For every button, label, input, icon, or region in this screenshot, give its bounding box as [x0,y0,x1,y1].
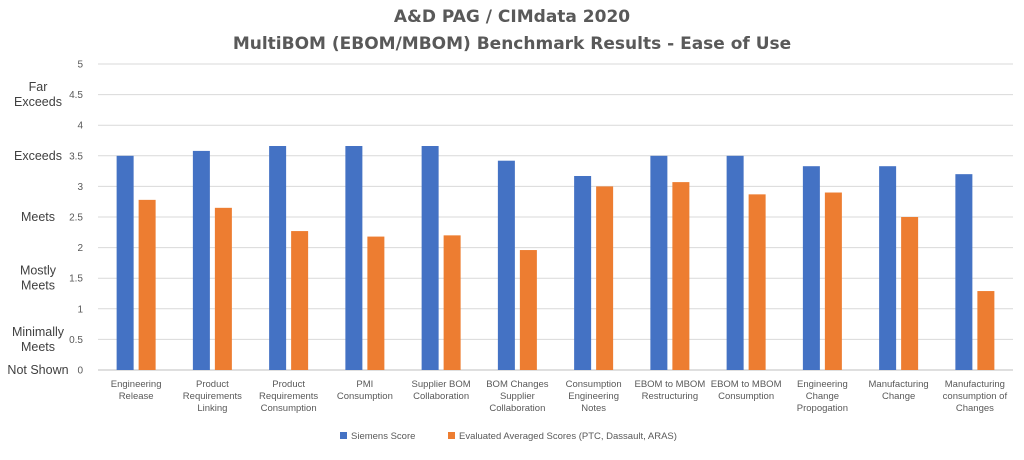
x-tick-label: Requirements [259,391,318,402]
x-tick-label: Engineering [797,379,848,390]
y-level-label: Minimally [12,325,65,339]
bar-siemens-score [955,174,973,370]
y-level-label: Exceeds [14,95,62,109]
y-level-label: Exceeds [14,149,62,163]
x-tick-label: Consumption [337,391,393,402]
legend-swatch [448,432,455,439]
y-level-label: Meets [21,279,55,293]
x-tick-label: Engineering [111,379,162,390]
bar-siemens-score [802,166,820,370]
bar-evaluated-averaged-score [519,250,537,370]
y-tick-label: 1 [77,304,83,315]
x-tick-label: Change [882,391,915,402]
category-labels: EngineeringReleaseProductRequirementsLin… [111,379,1008,414]
x-tick-label: Requirements [183,391,242,402]
bar-siemens-score [497,160,515,370]
x-tick-label: Product [272,379,305,390]
x-tick-label: Engineering [568,391,619,402]
bar-siemens-score [726,155,744,370]
bar-siemens-score [269,146,287,370]
x-tick-label: EBOM to MBOM [711,379,782,390]
x-tick-label: Collaboration [413,391,469,402]
y-tick-label: 3 [77,182,83,193]
y-tick-label: 5 [77,60,83,71]
x-tick-label: Product [196,379,229,390]
y-tick-label: 2 [77,243,83,254]
y-level-label: Not Shown [7,363,68,377]
bar-evaluated-averaged-score [977,291,995,370]
y-tick-label: 0 [77,366,83,377]
chart-subtitle: MultiBOM (EBOM/MBOM) Benchmark Results -… [233,34,791,54]
bar-evaluated-averaged-score [901,217,919,370]
y-level-labels: FarExceedsExceedsMeetsMostlyMeetsMinimal… [7,80,68,377]
x-tick-label: Consumption [718,391,774,402]
x-tick-label: consumption of [943,391,1008,402]
bar-evaluated-averaged-score [748,194,766,370]
x-tick-label: Supplier [500,391,535,402]
bar-siemens-score [116,155,134,370]
y-tick-label: 4 [77,121,83,132]
bar-evaluated-averaged-score [824,192,842,370]
legend-label: Siemens Score [351,431,415,442]
x-tick-label: Release [119,391,154,402]
x-tick-label: Changes [956,403,994,414]
legend-swatch [340,432,347,439]
y-tick-label: 2.5 [69,213,83,224]
y-level-label: Meets [21,340,55,354]
y-level-label: Far [29,80,48,94]
y-tick-label: 3.5 [69,151,83,162]
x-tick-label: Manufacturing [869,379,929,390]
legend-label: Evaluated Averaged Scores (PTC, Dassault… [459,431,677,442]
x-tick-label: Supplier BOM [412,379,471,390]
x-tick-label: Linking [197,403,227,414]
bar-evaluated-averaged-score [138,199,156,370]
bar-evaluated-averaged-score [443,235,461,370]
y-tick-label: 0.5 [69,335,83,346]
bar-evaluated-averaged-score [291,231,309,370]
x-tick-label: Consumption [566,379,622,390]
y-tick-label: 4.5 [69,90,83,101]
x-tick-label: Notes [581,403,606,414]
bar-siemens-score [650,155,668,370]
y-level-label: Meets [21,210,55,224]
bar-evaluated-averaged-score [672,182,690,370]
bar-siemens-score [345,146,363,370]
bar-siemens-score [421,146,439,370]
chart-title: A&D PAG / CIMdata 2020 [394,7,630,27]
x-tick-label: Restructuring [642,391,699,402]
x-tick-label: Propogation [797,403,848,414]
bar-siemens-score [879,166,897,370]
x-tick-label: Consumption [261,403,317,414]
legend: Siemens Score Evaluated Averaged Scores (… [340,431,677,442]
bar-evaluated-averaged-score [367,236,385,370]
gridlines [98,63,1013,371]
y-tick-label: 1.5 [69,274,83,285]
bar-siemens-score [192,150,210,370]
x-tick-label: EBOM to MBOM [635,379,706,390]
x-tick-label: Change [806,391,839,402]
x-tick-label: PMI [356,379,373,390]
x-tick-label: Manufacturing [945,379,1005,390]
y-tick-labels: 0 0.5 1 1.5 2 2.5 3 3.5 4 4.5 5 [69,60,83,377]
bar-siemens-score [574,175,592,370]
bar-evaluated-averaged-score [214,207,232,370]
x-tick-label: BOM Changes [486,379,549,390]
y-level-label: Mostly [20,264,57,278]
bar-evaluated-averaged-score [596,186,614,370]
x-tick-label: Collaboration [489,403,545,414]
bars [116,146,995,370]
